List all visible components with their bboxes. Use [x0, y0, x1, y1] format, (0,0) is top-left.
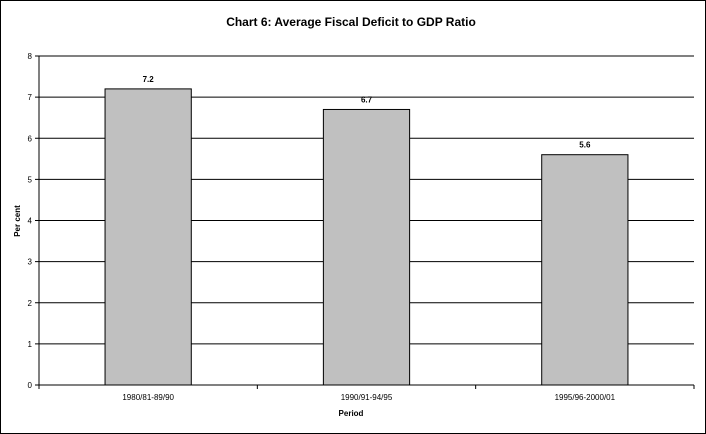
y-tick-label: 4: [28, 217, 33, 226]
data-label: 6.7: [361, 95, 373, 104]
x-axis-ticks: 1980/81-89/90 1990/91-94/95 1995/96-2000/0…: [38, 385, 695, 402]
y-tick-label: 8: [28, 52, 33, 61]
bar: [541, 154, 629, 386]
x-axis-label: Period: [339, 409, 364, 418]
bar: [322, 108, 411, 386]
data-label: 7.2: [143, 75, 155, 84]
y-axis-ticks: 0 1 2 3 4 5 6 7 8: [28, 52, 39, 390]
x-tick-label: 1990/91-94/95: [341, 393, 393, 402]
y-tick-label: 0: [28, 381, 33, 390]
x-tick-label: 1995/96-2000/01: [555, 393, 616, 402]
bars: [104, 88, 629, 386]
y-tick-label: 5: [28, 175, 33, 184]
x-tick-label: 1980/81-89/90: [122, 393, 174, 402]
y-tick-label: 3: [28, 258, 33, 267]
y-axis-label: Per cent: [13, 205, 22, 237]
data-labels: 7.2 6.7 5.6: [143, 75, 591, 150]
chart-title: Chart 6: Average Fiscal Deficit to GDP R…: [226, 15, 476, 29]
y-tick-label: 1: [28, 340, 33, 349]
data-label: 5.6: [579, 141, 591, 150]
y-tick-label: 6: [28, 134, 33, 143]
y-tick-label: 2: [28, 299, 33, 308]
y-tick-label: 7: [28, 93, 33, 102]
bar: [104, 88, 192, 386]
